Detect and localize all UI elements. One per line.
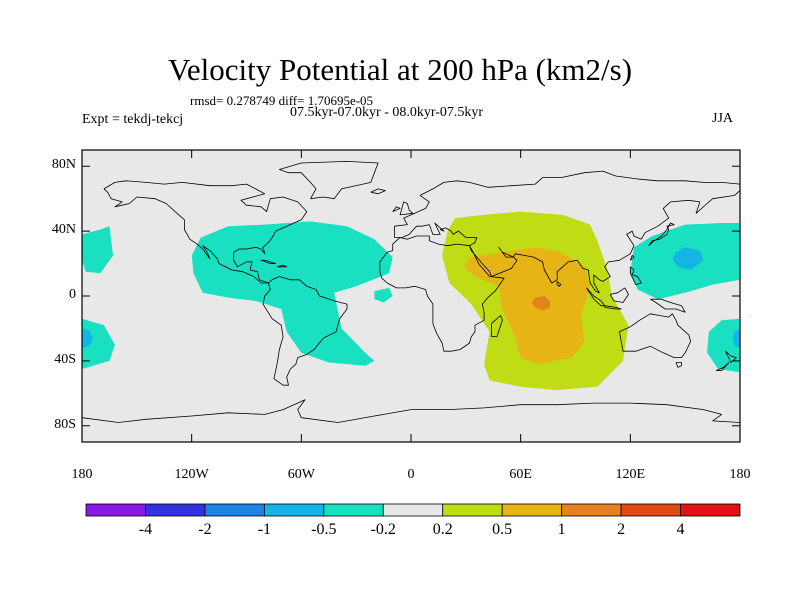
contour-region-pos-peak — [531, 296, 550, 311]
x-tick-label: 180 — [71, 467, 93, 482]
y-tick-label: 0 — [69, 287, 76, 302]
coastline-7 — [556, 281, 562, 287]
coastline-20 — [260, 259, 277, 265]
colorbar-swatch — [382, 503, 444, 517]
colorbar-swatch — [85, 503, 146, 517]
colorbar-swatch — [204, 503, 265, 517]
contour-region-neg-core-south-west — [732, 328, 740, 348]
coastline-14 — [648, 222, 675, 246]
axis-ticks — [81, 150, 741, 442]
x-tick-label: 180 — [729, 467, 751, 482]
colorbar-level-label: -4 — [138, 521, 153, 538]
colorbar-swatch — [501, 503, 563, 517]
contour-region-neg-north-pacific — [82, 226, 114, 274]
coastline-2 — [278, 160, 379, 200]
colorbar-level-label: 0.2 — [432, 521, 453, 538]
x-tick-label: 120W — [174, 467, 209, 482]
coastline-5 — [379, 235, 505, 352]
colorbar — [85, 503, 741, 517]
colorbar-level-label: -2 — [198, 521, 212, 538]
coastline-3 — [394, 170, 740, 238]
colorbar-level-label: -0.2 — [370, 521, 396, 538]
contour-region-neg-core-south-east — [82, 328, 93, 348]
coastline-16 — [629, 266, 642, 286]
coastline-layer — [82, 160, 740, 423]
coastline-22 — [725, 350, 737, 363]
colorbar-level-label: 2 — [617, 521, 626, 538]
coastline-4 — [394, 190, 740, 294]
colorbar-level-label: -0.5 — [311, 521, 337, 538]
colorbar-level-label: 4 — [676, 521, 685, 538]
colorbar-swatch — [442, 503, 503, 517]
coastline-1 — [262, 276, 348, 386]
colorbar-level-label: -1 — [257, 521, 272, 538]
contour-region-pos-core-indian — [464, 247, 591, 365]
colorbar-swatch — [323, 503, 384, 517]
experiment-label: Expt = tekdj-tekcj — [82, 112, 184, 127]
coastline-17 — [399, 201, 414, 216]
coastline-13 — [650, 298, 686, 313]
colorbar-swatch — [680, 503, 741, 517]
contour-region-neg-south-pacific-west — [707, 318, 740, 373]
chart-title: Velocity Potential at 200 hPa (km2/s) — [167, 52, 633, 87]
colorbar-swatch — [561, 503, 622, 517]
x-tick-label: 0 — [407, 467, 415, 482]
x-tick-label: 60E — [509, 467, 532, 482]
map-background — [82, 150, 740, 442]
coastline-8 — [619, 313, 691, 359]
contour-region-neg-core-west-pacific — [672, 247, 704, 270]
x-tick-label: 120E — [615, 467, 646, 482]
y-tick-label: 80N — [51, 157, 76, 173]
coastline-23 — [715, 362, 730, 372]
contour-fill-layer — [82, 211, 740, 391]
colorbar-level-label: 1 — [557, 521, 566, 538]
colorbar-swatch — [145, 503, 206, 517]
colorbar-level-label: 0.5 — [492, 521, 513, 538]
colorbar-swatch — [620, 503, 681, 517]
y-tick-label: 40S — [54, 351, 76, 367]
contour-region-neg-south-pacific-east — [82, 318, 115, 369]
y-tick-label: 40N — [51, 222, 76, 238]
coastline-24 — [82, 399, 740, 423]
coastline-12 — [609, 287, 629, 303]
contour-region-neg-atlantic-blob — [374, 287, 393, 303]
coastline-15 — [629, 254, 635, 261]
coastline-6 — [490, 315, 503, 338]
coastline-19 — [370, 188, 386, 195]
y-tick-label: 80S — [54, 416, 76, 432]
coastline-9 — [675, 362, 682, 368]
season-label: JJA — [712, 111, 734, 126]
period-label: 07.5kyr-07.0kyr - 08.0kyr-07.5kyr — [290, 105, 484, 120]
coastline-0 — [103, 180, 308, 284]
x-tick-label: 60W — [287, 467, 315, 482]
stats-line: rmsd= 0.278749 diff= 1.70695e-05 — [190, 93, 374, 108]
coastline-11 — [604, 305, 622, 310]
coastline-21 — [277, 264, 288, 268]
colorbar-swatch — [263, 503, 325, 517]
coastline-18 — [392, 206, 401, 212]
contour-region-neg-americas-atlantic — [191, 221, 393, 366]
